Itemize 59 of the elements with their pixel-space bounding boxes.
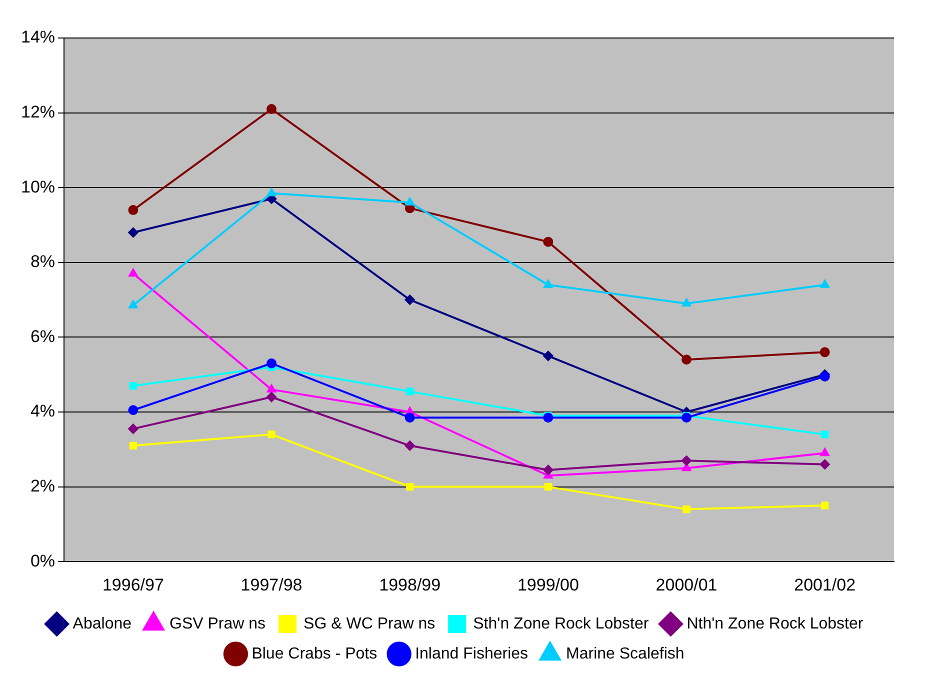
y-tick-label: 6% — [30, 326, 56, 346]
point — [682, 456, 692, 466]
point — [405, 198, 414, 206]
legend-label: Sth'n Zone Rock Lobster — [473, 615, 650, 632]
point — [682, 505, 690, 514]
legend-label: Nth'n Zone Rock Lobster — [686, 615, 864, 632]
y-tick-label: 0% — [30, 551, 56, 570]
point — [129, 442, 138, 450]
point — [129, 382, 138, 390]
point — [820, 347, 830, 358]
y-tick-label: 2% — [30, 476, 56, 496]
point — [266, 358, 277, 368]
point — [820, 280, 830, 288]
legend-label: SG & WC Praw ns — [304, 615, 436, 632]
point — [406, 388, 414, 396]
point — [267, 384, 276, 393]
legend-label: Marine Scalefish — [566, 645, 684, 662]
legend-label: GSV Praw ns — [170, 615, 266, 632]
point — [543, 464, 554, 475]
point — [543, 412, 554, 423]
point — [266, 392, 277, 402]
point — [821, 430, 829, 438]
point — [820, 459, 830, 470]
point — [404, 440, 415, 451]
point — [266, 104, 277, 114]
x-tick-label: 2001/02 — [794, 575, 856, 594]
legend-label: Abalone — [72, 615, 132, 632]
y-tick-label: 14% — [20, 28, 56, 47]
point — [128, 405, 138, 416]
point — [543, 236, 554, 247]
point — [682, 354, 692, 365]
point — [820, 448, 830, 456]
point — [404, 412, 415, 423]
point — [544, 280, 553, 288]
legend-label: Inland Fisheries — [415, 645, 528, 662]
y-tick-label: 10% — [20, 177, 56, 196]
point — [406, 482, 414, 491]
point — [544, 482, 552, 491]
point — [821, 502, 829, 510]
x-tick-label: 2000/01 — [656, 575, 718, 594]
point — [682, 412, 692, 423]
y-tick-label: 8% — [30, 252, 56, 272]
point — [267, 188, 276, 196]
point — [128, 227, 138, 238]
x-tick-label: 1998/99 — [379, 575, 441, 594]
y-tick-label: 4% — [30, 402, 56, 421]
point — [268, 430, 276, 438]
x-tick-label: 1996/97 — [102, 575, 164, 594]
point — [128, 424, 138, 434]
point — [128, 205, 138, 216]
point — [128, 300, 138, 308]
point — [128, 268, 138, 277]
x-tick-label: 1997/98 — [240, 575, 302, 594]
y-tick-label: 12% — [20, 102, 56, 122]
point — [404, 294, 415, 305]
point — [682, 298, 691, 307]
x-tick-label: 1999/00 — [517, 575, 579, 594]
point — [543, 350, 554, 361]
legend-label: Blue Crabs - Pots — [252, 645, 378, 662]
